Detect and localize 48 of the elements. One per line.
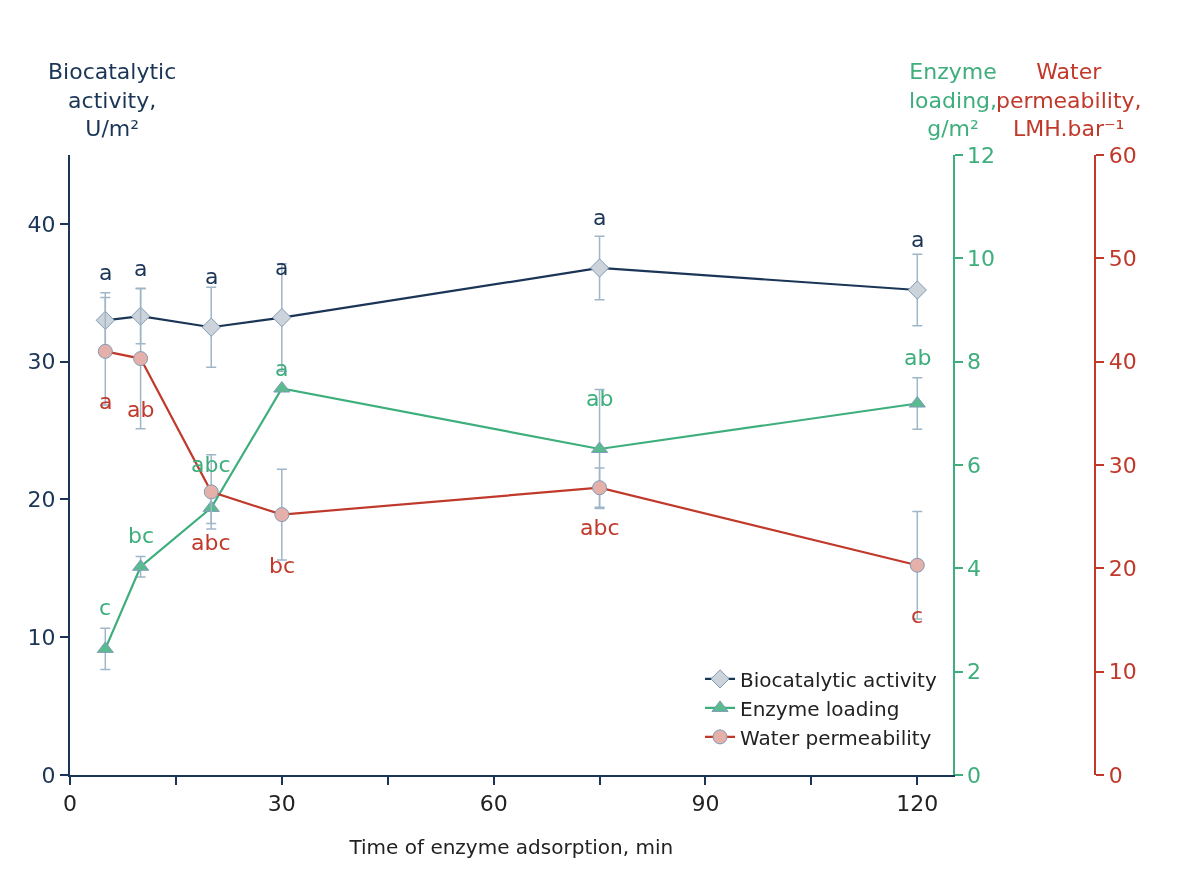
data-label: a xyxy=(134,256,148,281)
x-tick-label: 0 xyxy=(63,791,77,817)
y2-tick-label: 8 xyxy=(966,349,981,375)
y-tick-label: 40 xyxy=(27,211,56,237)
data-label: a xyxy=(593,205,607,230)
y-tick-label: 20 xyxy=(27,487,56,513)
y3-tick-label: 60 xyxy=(1108,142,1137,168)
legend-label: Enzyme loading xyxy=(740,696,900,721)
y2-tick-label: 6 xyxy=(966,452,981,478)
data-label: a xyxy=(205,264,219,289)
x-tick-label: 90 xyxy=(691,791,720,817)
data-label: abc xyxy=(580,515,620,540)
y2-tick-label: 4 xyxy=(966,556,981,582)
y2-axis-title: Enzyme loading, g/m² xyxy=(909,59,998,142)
x-tick-label: 30 xyxy=(267,791,296,817)
y-tick-label: 10 xyxy=(27,624,56,650)
data-label: bc xyxy=(128,523,155,548)
y-tick-label: 0 xyxy=(41,762,56,788)
y3-tick-label: 40 xyxy=(1108,349,1137,375)
data-label: a xyxy=(275,255,289,280)
x-tick-label: 120 xyxy=(896,791,939,817)
y2-tick-label: 2 xyxy=(966,659,981,685)
data-label: c xyxy=(911,603,924,628)
data-label: c xyxy=(99,595,112,620)
data-label: a xyxy=(99,389,113,414)
data-label: abc xyxy=(191,530,231,555)
y3-axis-title: Water permeability, LMH.bar⁻¹ xyxy=(996,59,1142,142)
data-label: a xyxy=(99,260,113,285)
legend-label: Water permeability xyxy=(740,725,932,750)
y-axis-title: Biocatalytic activity, U/m² xyxy=(48,59,177,142)
y2-tick-label: 12 xyxy=(966,142,995,168)
y3-tick-label: 0 xyxy=(1108,762,1123,788)
y2-tick-label: 0 xyxy=(966,762,981,788)
x-tick-label: 60 xyxy=(479,791,508,817)
y-tick-label: 30 xyxy=(27,349,56,375)
x-axis-title: Time of enzyme adsorption, min xyxy=(348,835,674,860)
y2-tick-label: 10 xyxy=(966,246,995,272)
y3-tick-label: 20 xyxy=(1108,556,1137,582)
data-label: a xyxy=(911,227,925,252)
data-label: ab xyxy=(127,397,155,422)
y3-tick-label: 10 xyxy=(1108,659,1137,685)
data-label: a xyxy=(275,356,289,381)
data-label: ab xyxy=(904,345,932,370)
legend-label: Biocatalytic activity xyxy=(740,667,937,692)
data-label: bc xyxy=(269,553,296,578)
y3-tick-label: 30 xyxy=(1108,452,1137,478)
y3-tick-label: 50 xyxy=(1108,246,1137,272)
data-label: ab xyxy=(586,386,614,411)
